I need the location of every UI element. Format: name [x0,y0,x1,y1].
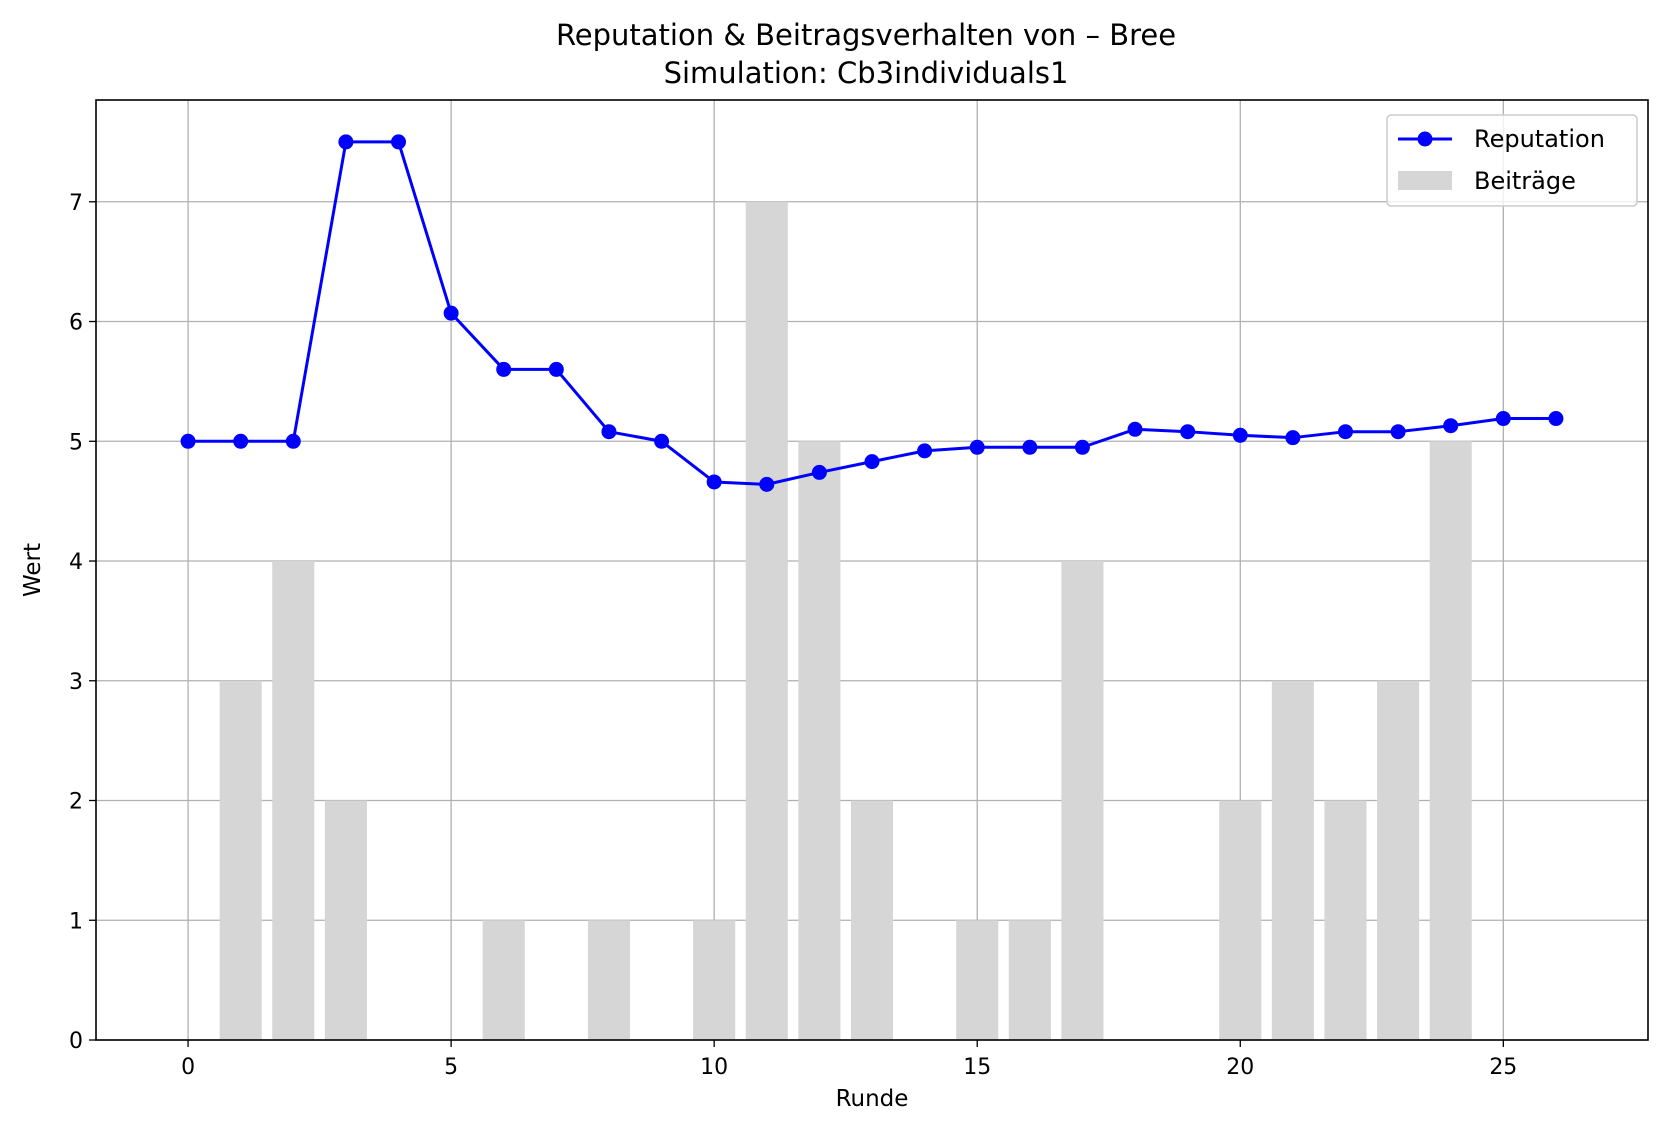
reputation-point [548,361,564,377]
beitrag-bar [1377,680,1420,1040]
reputation-point [496,361,512,377]
beitrag-bar [956,920,999,1040]
y-tick-label: 0 [69,1029,83,1054]
y-tick-label: 5 [69,430,83,455]
reputation-point [443,305,459,321]
beitrag-bar [219,680,262,1040]
reputation-point [1232,427,1248,443]
legend-marker-swatch [1417,131,1433,147]
beitrag-bar [850,800,894,1040]
chart-title: Reputation & Beitragsverhalten von – Bre… [556,18,1176,52]
beitrag-bar [745,201,788,1040]
y-tick-label: 1 [69,909,83,934]
y-tick-label: 2 [69,790,83,815]
reputation-point [1390,424,1406,440]
reputation-point [1180,424,1196,440]
y-tick-label: 3 [69,670,83,695]
beitrag-bar [798,441,841,1040]
beitrag-bar [324,800,367,1040]
beitrag-bar [1219,800,1262,1040]
tick-layer: 0 1 2 3 4 5 6 7 0 5 10 15 20 25 [69,191,1517,1080]
reputation-point [917,443,933,459]
reputation-point [338,134,354,150]
bar-layer [219,201,1472,1040]
reputation-point [180,433,196,449]
x-tick-label: 5 [444,1055,458,1080]
beitrag-bar [1008,920,1051,1040]
beitrag-bar [1271,680,1314,1040]
x-tick-label: 25 [1489,1055,1517,1080]
reputation-point [706,474,722,490]
y-tick-label: 4 [69,550,83,575]
plot-frame [95,99,1649,1041]
reputation-point [1074,439,1090,455]
x-tick-label: 15 [963,1055,991,1080]
reputation-point [1548,411,1564,427]
beitrag-bar [587,920,630,1040]
x-axis-label: Runde [836,1086,909,1112]
beitrag-bar [272,561,315,1040]
reputation-point [285,433,301,449]
legend-label-reputation: Reputation [1474,125,1605,153]
reputation-point [864,454,880,470]
line-layer [180,134,1564,492]
beitrag-bar [1061,561,1104,1040]
reputation-point [969,439,985,455]
legend-label-beitraege: Beiträge [1474,167,1576,195]
y-axis-label: Wert [20,543,46,597]
reputation-point [1337,424,1353,440]
legend: Reputation Beiträge [1386,114,1638,207]
beitrag-bar [693,920,736,1040]
reputation-point [233,433,249,449]
reputation-point [1443,418,1459,434]
reputation-point [811,464,827,480]
reputation-point [601,424,617,440]
reputation-point [1495,411,1511,427]
reputation-point [654,433,670,449]
beitrag-bar [1429,441,1472,1040]
reputation-point [1285,430,1301,446]
reputation-point [1022,439,1038,455]
reputation-point [1127,421,1143,437]
x-tick-label: 10 [700,1055,728,1080]
x-tick-label: 20 [1226,1055,1254,1080]
beitrag-bar [1324,800,1367,1040]
y-tick-label: 7 [69,191,83,216]
x-tick-label: 0 [181,1055,195,1080]
legend-bar-swatch [1398,171,1452,190]
reputation-point [759,476,775,492]
chart-subtitle: Simulation: Cb3individuals1 [664,56,1069,90]
reputation-point [391,134,407,150]
beitrag-bar [482,920,525,1040]
y-tick-label: 6 [69,311,83,336]
